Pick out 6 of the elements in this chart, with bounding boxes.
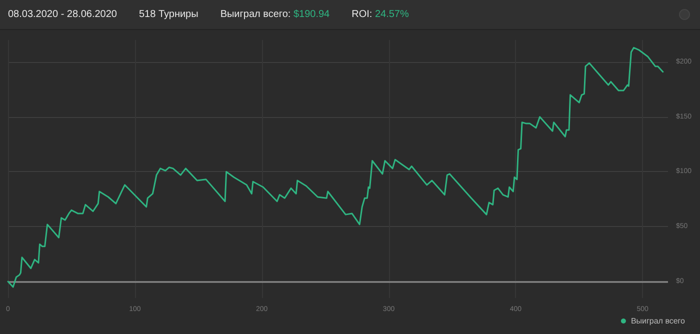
text: ROI: 24.57% — [352, 9, 409, 20]
text: 518 Турниры — [138, 9, 198, 20]
text: Выиграл всего: $190.94 — [220, 9, 330, 20]
line-series — [7, 46, 664, 288]
chart-title: 08.03.2020 - 28.06.2020 — [8, 9, 117, 20]
legend-label: Выиграл всего — [630, 316, 686, 326]
